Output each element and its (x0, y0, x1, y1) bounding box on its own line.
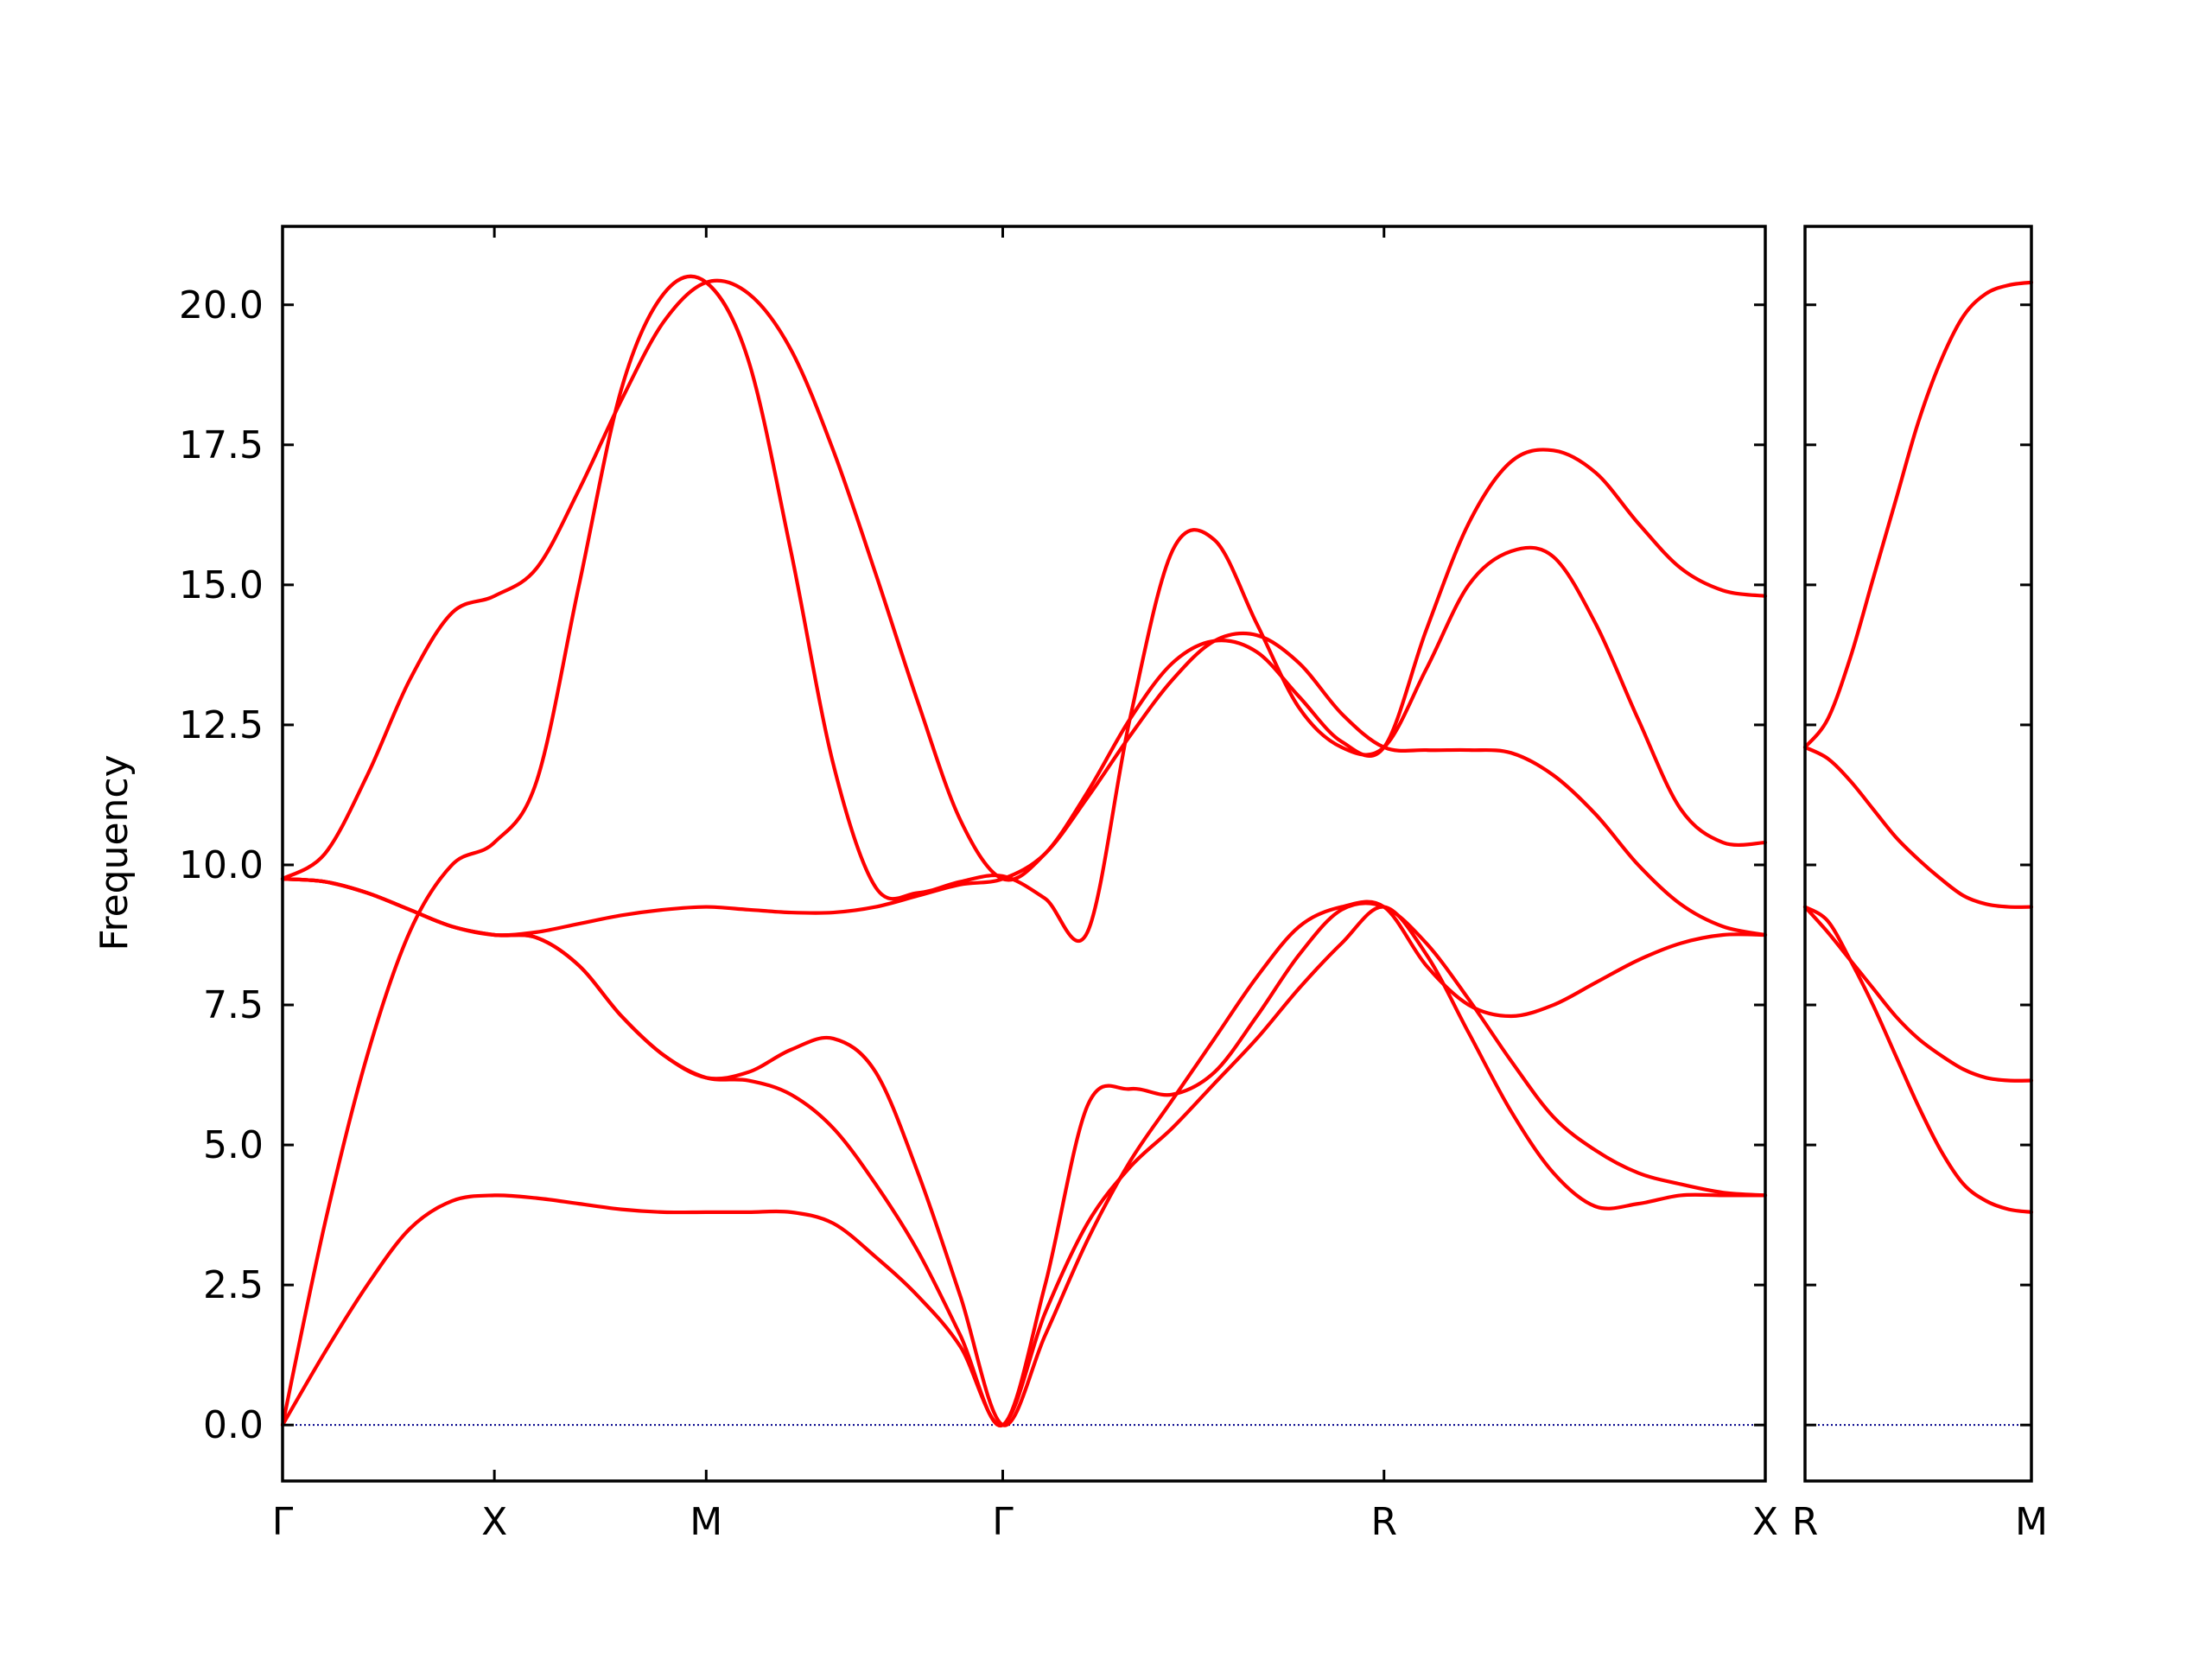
y-tick-label: 5.0 (203, 1123, 264, 1167)
x-tick-label: Γ (272, 1500, 294, 1544)
y-axis-label: Frequency (92, 754, 137, 950)
x-tick-label: R (1370, 1500, 1397, 1544)
panel-frame (1803, 225, 2033, 1483)
y-tick-label: 12.5 (179, 703, 264, 747)
band-line-panel2-3 (1802, 745, 2034, 909)
band-line-panel1-5 (280, 631, 1768, 938)
x-tick-label: M (690, 1500, 722, 1544)
band-line-panel1-1 (280, 905, 1768, 1427)
x-tick-label: R (1792, 1500, 1819, 1544)
y-tick-label: 2.5 (203, 1263, 264, 1307)
x-tick-label: Γ (992, 1500, 1014, 1544)
y-tick-label: 7.5 (203, 983, 264, 1027)
band-line-panel1-4 (280, 877, 1768, 1427)
x-tick-label: X (1752, 1500, 1778, 1544)
band-line-panel2-2 (1802, 905, 2034, 1083)
y-tick-label: 10.0 (179, 843, 264, 887)
y-tick-label: 0.0 (203, 1403, 264, 1447)
band-line-panel1-6 (280, 278, 1768, 882)
band-line-panel2-1 (1802, 905, 2034, 1214)
band-line-panel2-4 (1802, 280, 2034, 749)
y-tick-label: 20.0 (179, 283, 264, 327)
panel-frame (281, 225, 1767, 1483)
x-tick-label: M (2015, 1500, 2048, 1544)
band-line-panel1-2 (280, 274, 1768, 1427)
x-tick-label: X (481, 1500, 507, 1544)
y-tick-label: 17.5 (179, 423, 264, 467)
chart-layer: Γ X M Γ R X R M0.02.55.07.510.012.515.017.520.0 (179, 225, 2048, 1544)
y-tick-label: 15.0 (179, 563, 264, 607)
band-line-panel1-3 (280, 877, 1768, 1427)
